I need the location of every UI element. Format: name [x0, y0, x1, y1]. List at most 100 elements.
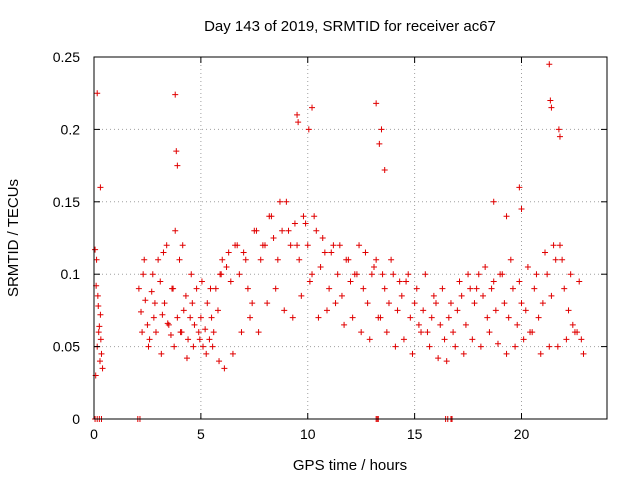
data-point	[158, 350, 165, 357]
data-point	[197, 314, 204, 321]
data-point	[309, 271, 316, 278]
data-point	[394, 307, 401, 314]
data-point	[480, 292, 487, 299]
data-point	[321, 249, 328, 256]
data-points	[92, 61, 587, 422]
data-point	[191, 321, 198, 328]
data-point	[94, 90, 101, 97]
data-point	[559, 256, 566, 263]
data-point	[268, 213, 275, 220]
data-point	[283, 198, 290, 205]
data-point	[469, 336, 476, 343]
data-point	[415, 321, 422, 328]
data-point	[535, 314, 542, 321]
data-point	[349, 314, 356, 321]
data-point	[138, 308, 145, 315]
data-point	[98, 350, 105, 357]
y-tick-label: 0.25	[53, 49, 80, 65]
data-point	[385, 300, 392, 307]
y-tick-label: 0	[72, 411, 80, 427]
data-point	[561, 285, 568, 292]
data-point	[544, 271, 551, 278]
data-point	[533, 271, 540, 278]
data-point	[161, 300, 168, 307]
data-point	[95, 329, 102, 336]
data-point	[167, 332, 174, 339]
y-tick-label: 0.15	[53, 194, 80, 210]
data-point	[475, 271, 482, 278]
data-point	[214, 307, 221, 314]
data-point	[200, 343, 207, 350]
data-point	[97, 184, 104, 191]
data-point	[247, 314, 254, 321]
data-point	[202, 326, 209, 333]
data-point	[366, 336, 373, 343]
data-point	[473, 285, 480, 292]
data-point	[578, 336, 585, 343]
data-point	[172, 91, 179, 98]
data-point	[567, 271, 574, 278]
data-point	[368, 271, 375, 278]
data-point	[443, 358, 450, 365]
data-point	[163, 242, 170, 249]
data-point	[492, 307, 499, 314]
data-point	[548, 292, 555, 299]
data-point	[218, 271, 225, 278]
data-point	[311, 213, 318, 220]
chart-title: Day 143 of 2019, SRMTID for receiver ac6…	[204, 18, 496, 35]
data-point	[234, 242, 241, 249]
data-point	[356, 242, 363, 249]
data-point	[499, 271, 506, 278]
data-point	[424, 329, 431, 336]
data-point	[580, 350, 587, 357]
data-point	[413, 285, 420, 292]
data-point	[93, 256, 100, 263]
data-point	[405, 271, 412, 278]
data-point	[381, 166, 388, 173]
data-point	[244, 285, 251, 292]
data-point	[171, 343, 178, 350]
data-point	[193, 285, 200, 292]
data-point	[165, 321, 172, 328]
data-point	[149, 271, 156, 278]
data-point	[274, 256, 281, 263]
data-point	[520, 336, 527, 343]
data-point	[364, 300, 371, 307]
data-point	[159, 311, 166, 318]
data-point	[255, 329, 262, 336]
data-point	[139, 329, 146, 336]
data-point	[503, 213, 510, 220]
data-point	[484, 314, 491, 321]
data-point	[206, 336, 213, 343]
data-point	[437, 321, 444, 328]
x-tick-label: 5	[197, 426, 205, 442]
data-point	[155, 256, 162, 263]
data-point	[537, 350, 544, 357]
data-point	[360, 285, 367, 292]
data-point	[300, 213, 307, 220]
data-point	[99, 365, 106, 372]
data-point	[418, 329, 425, 336]
data-point	[332, 300, 339, 307]
data-point	[411, 300, 418, 307]
data-point	[203, 350, 210, 357]
data-point	[219, 256, 226, 263]
data-point	[458, 292, 465, 299]
data-point	[467, 285, 474, 292]
data-point	[501, 300, 508, 307]
data-point	[173, 148, 180, 155]
data-point	[362, 249, 369, 256]
data-point	[240, 249, 247, 256]
data-point	[433, 300, 439, 307]
x-axis-label: GPS time / hours	[293, 457, 407, 474]
x-tick-label: 20	[514, 426, 530, 442]
data-point	[298, 292, 305, 299]
data-point	[302, 220, 309, 227]
data-point	[554, 343, 561, 350]
data-point	[426, 343, 433, 350]
y-axis-label: SRMTID / TECUs	[5, 179, 22, 297]
data-point	[313, 227, 320, 234]
data-point	[565, 307, 572, 314]
data-point	[212, 285, 219, 292]
x-tick-label: 10	[300, 426, 316, 442]
